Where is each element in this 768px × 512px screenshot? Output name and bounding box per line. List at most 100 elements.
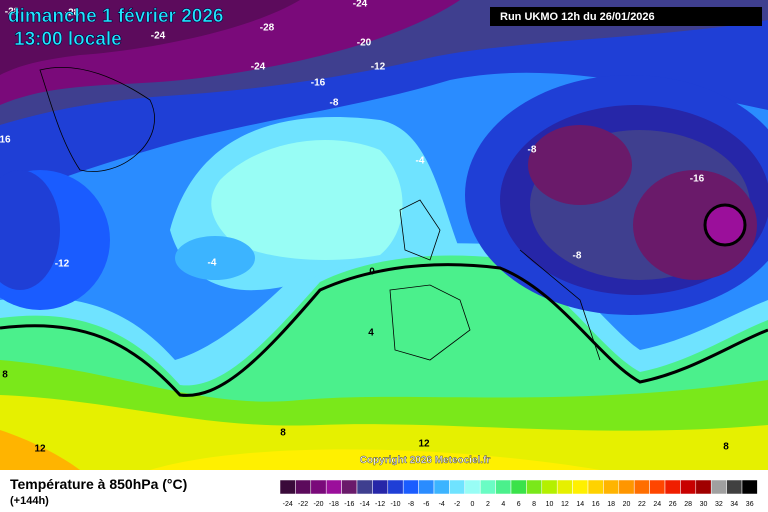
contour-label: -28 (260, 23, 275, 34)
colorbar-cell (479, 479, 496, 495)
contour-label: 4 (368, 328, 374, 339)
colorbar-tick-label: -22 (298, 501, 308, 508)
contour-label: -4 (208, 258, 217, 269)
colorbar-cell (726, 479, 743, 495)
colorbar-cell (449, 479, 466, 495)
colorbar-cell (618, 479, 635, 495)
colorbar-tick-label: -24 (283, 501, 293, 508)
band (0, 430, 80, 470)
colorbar-cell (664, 479, 681, 495)
contour-label: -24 (151, 31, 166, 42)
band (0, 395, 768, 470)
colorbar-tick-label: 10 (546, 501, 554, 508)
contour-label: -24 (353, 0, 368, 10)
colorbar-cell (372, 479, 389, 495)
colorbar-cell (356, 479, 373, 495)
run: Run UKMO 12h du 26/01/2026 (500, 11, 655, 23)
colorbar-tick-label: 20 (623, 501, 631, 508)
colorbar-cell (587, 479, 604, 495)
colorbar-cell (402, 479, 419, 495)
colorbar-cell (541, 479, 558, 495)
colorbar-tick-label: 32 (715, 501, 723, 508)
colorbar-tick-label: 14 (576, 501, 584, 508)
colorbar-tick-label: 12 (561, 501, 569, 508)
band (528, 125, 632, 205)
band (0, 0, 300, 75)
contour-labels: -28 -28 -24 -28 -24 -20 -24 -12 -16 -8 16 -4 -8 -16 -1… (0, 0, 729, 455)
colorbar: -24 -22 -20 -18 -16 -14 -12 -10 -8 -6 -4 -2 0 2 4 6 8 10 1… (279, 479, 758, 508)
band (633, 170, 757, 280)
colorbar-cell (603, 479, 620, 495)
colorbar-cell (741, 479, 758, 495)
copyright: Copyright 2026 Meteociel.fr (360, 455, 491, 466)
colorbar-cell (680, 479, 697, 495)
colorbar-tick-label: 0 (471, 501, 475, 508)
colorbar-tick-label: 24 (653, 501, 661, 508)
colorbar-cell (572, 479, 589, 495)
colorbar-tick-label: 36 (746, 501, 754, 508)
colorbar-tick-label: 30 (700, 501, 708, 508)
contour-label: -8 (330, 98, 339, 109)
contour-label: 8 (2, 370, 8, 381)
colorbar-tick-label: 18 (607, 501, 615, 508)
colorbar-cell (310, 479, 327, 495)
colorbar-tick-label: -14 (360, 501, 370, 508)
contour-label: 0 (369, 267, 375, 278)
colorbar-cell (387, 479, 404, 495)
colorbar-tick-label: 16 (592, 501, 600, 508)
band (150, 449, 600, 470)
time: 13:00 locale (14, 29, 122, 50)
colorbar-cell (633, 479, 650, 495)
colorbar-cell (710, 479, 727, 495)
colorbar-cell (418, 479, 435, 495)
colorbar-tick-label: 22 (638, 501, 646, 508)
contour-label: -28 (65, 8, 80, 19)
contour-label: -12 (55, 259, 70, 270)
band (0, 170, 60, 290)
colorbar-tick-label: 8 (532, 501, 536, 508)
contour-label: -4 (416, 156, 425, 167)
contour-label: -8 (528, 145, 537, 156)
contour-label: -16 (690, 174, 705, 185)
colorbar-cell (510, 479, 527, 495)
contour-label: -20 (357, 38, 372, 49)
colorbar-tick-label: -16 (344, 501, 354, 508)
colorbar-cell (279, 479, 296, 495)
colorbar-tick-label: 2 (486, 501, 490, 508)
contour-label: -16 (311, 78, 326, 89)
colorbar-tick-label: -18 (329, 501, 339, 508)
run-box (490, 7, 762, 26)
colorbar-tick-label: -8 (408, 501, 414, 508)
contour-label: 8 (723, 442, 729, 453)
colorbar-tick-label: 34 (730, 501, 738, 508)
colorbar-cell (526, 479, 543, 495)
contour-label: -8 (573, 251, 582, 262)
colorbar-cell (295, 479, 312, 495)
band (211, 140, 403, 260)
colorbar-cell (433, 479, 450, 495)
colorbar-tick-label: 6 (517, 501, 521, 508)
colorbar-tick-label: -12 (375, 501, 385, 508)
colorbar-tick-label: -2 (454, 501, 460, 508)
colorbar-cell (695, 479, 712, 495)
colorbar-cell (464, 479, 481, 495)
colorbar-tick-label: -6 (423, 501, 429, 508)
colorbar-tick-label: 26 (669, 501, 677, 508)
contour-label: -28 (5, 7, 20, 18)
colorbar-cell (556, 479, 573, 495)
colorbar-cell (341, 479, 358, 495)
footer-title: Température à 850hPa (°C) (10, 476, 187, 492)
contour-label: 12 (34, 444, 46, 455)
colorbar-tick-label: -10 (390, 501, 400, 508)
band (703, 203, 747, 247)
colorbar-cell (495, 479, 512, 495)
colorbar-tick-label: 4 (501, 501, 505, 508)
contour-label: 8 (280, 428, 286, 439)
colorbar-cell (325, 479, 342, 495)
contour-label: -12 (371, 62, 386, 73)
contour-label: 16 (0, 135, 11, 146)
map (0, 0, 768, 470)
contour-label: -24 (251, 62, 266, 73)
band (175, 236, 255, 280)
